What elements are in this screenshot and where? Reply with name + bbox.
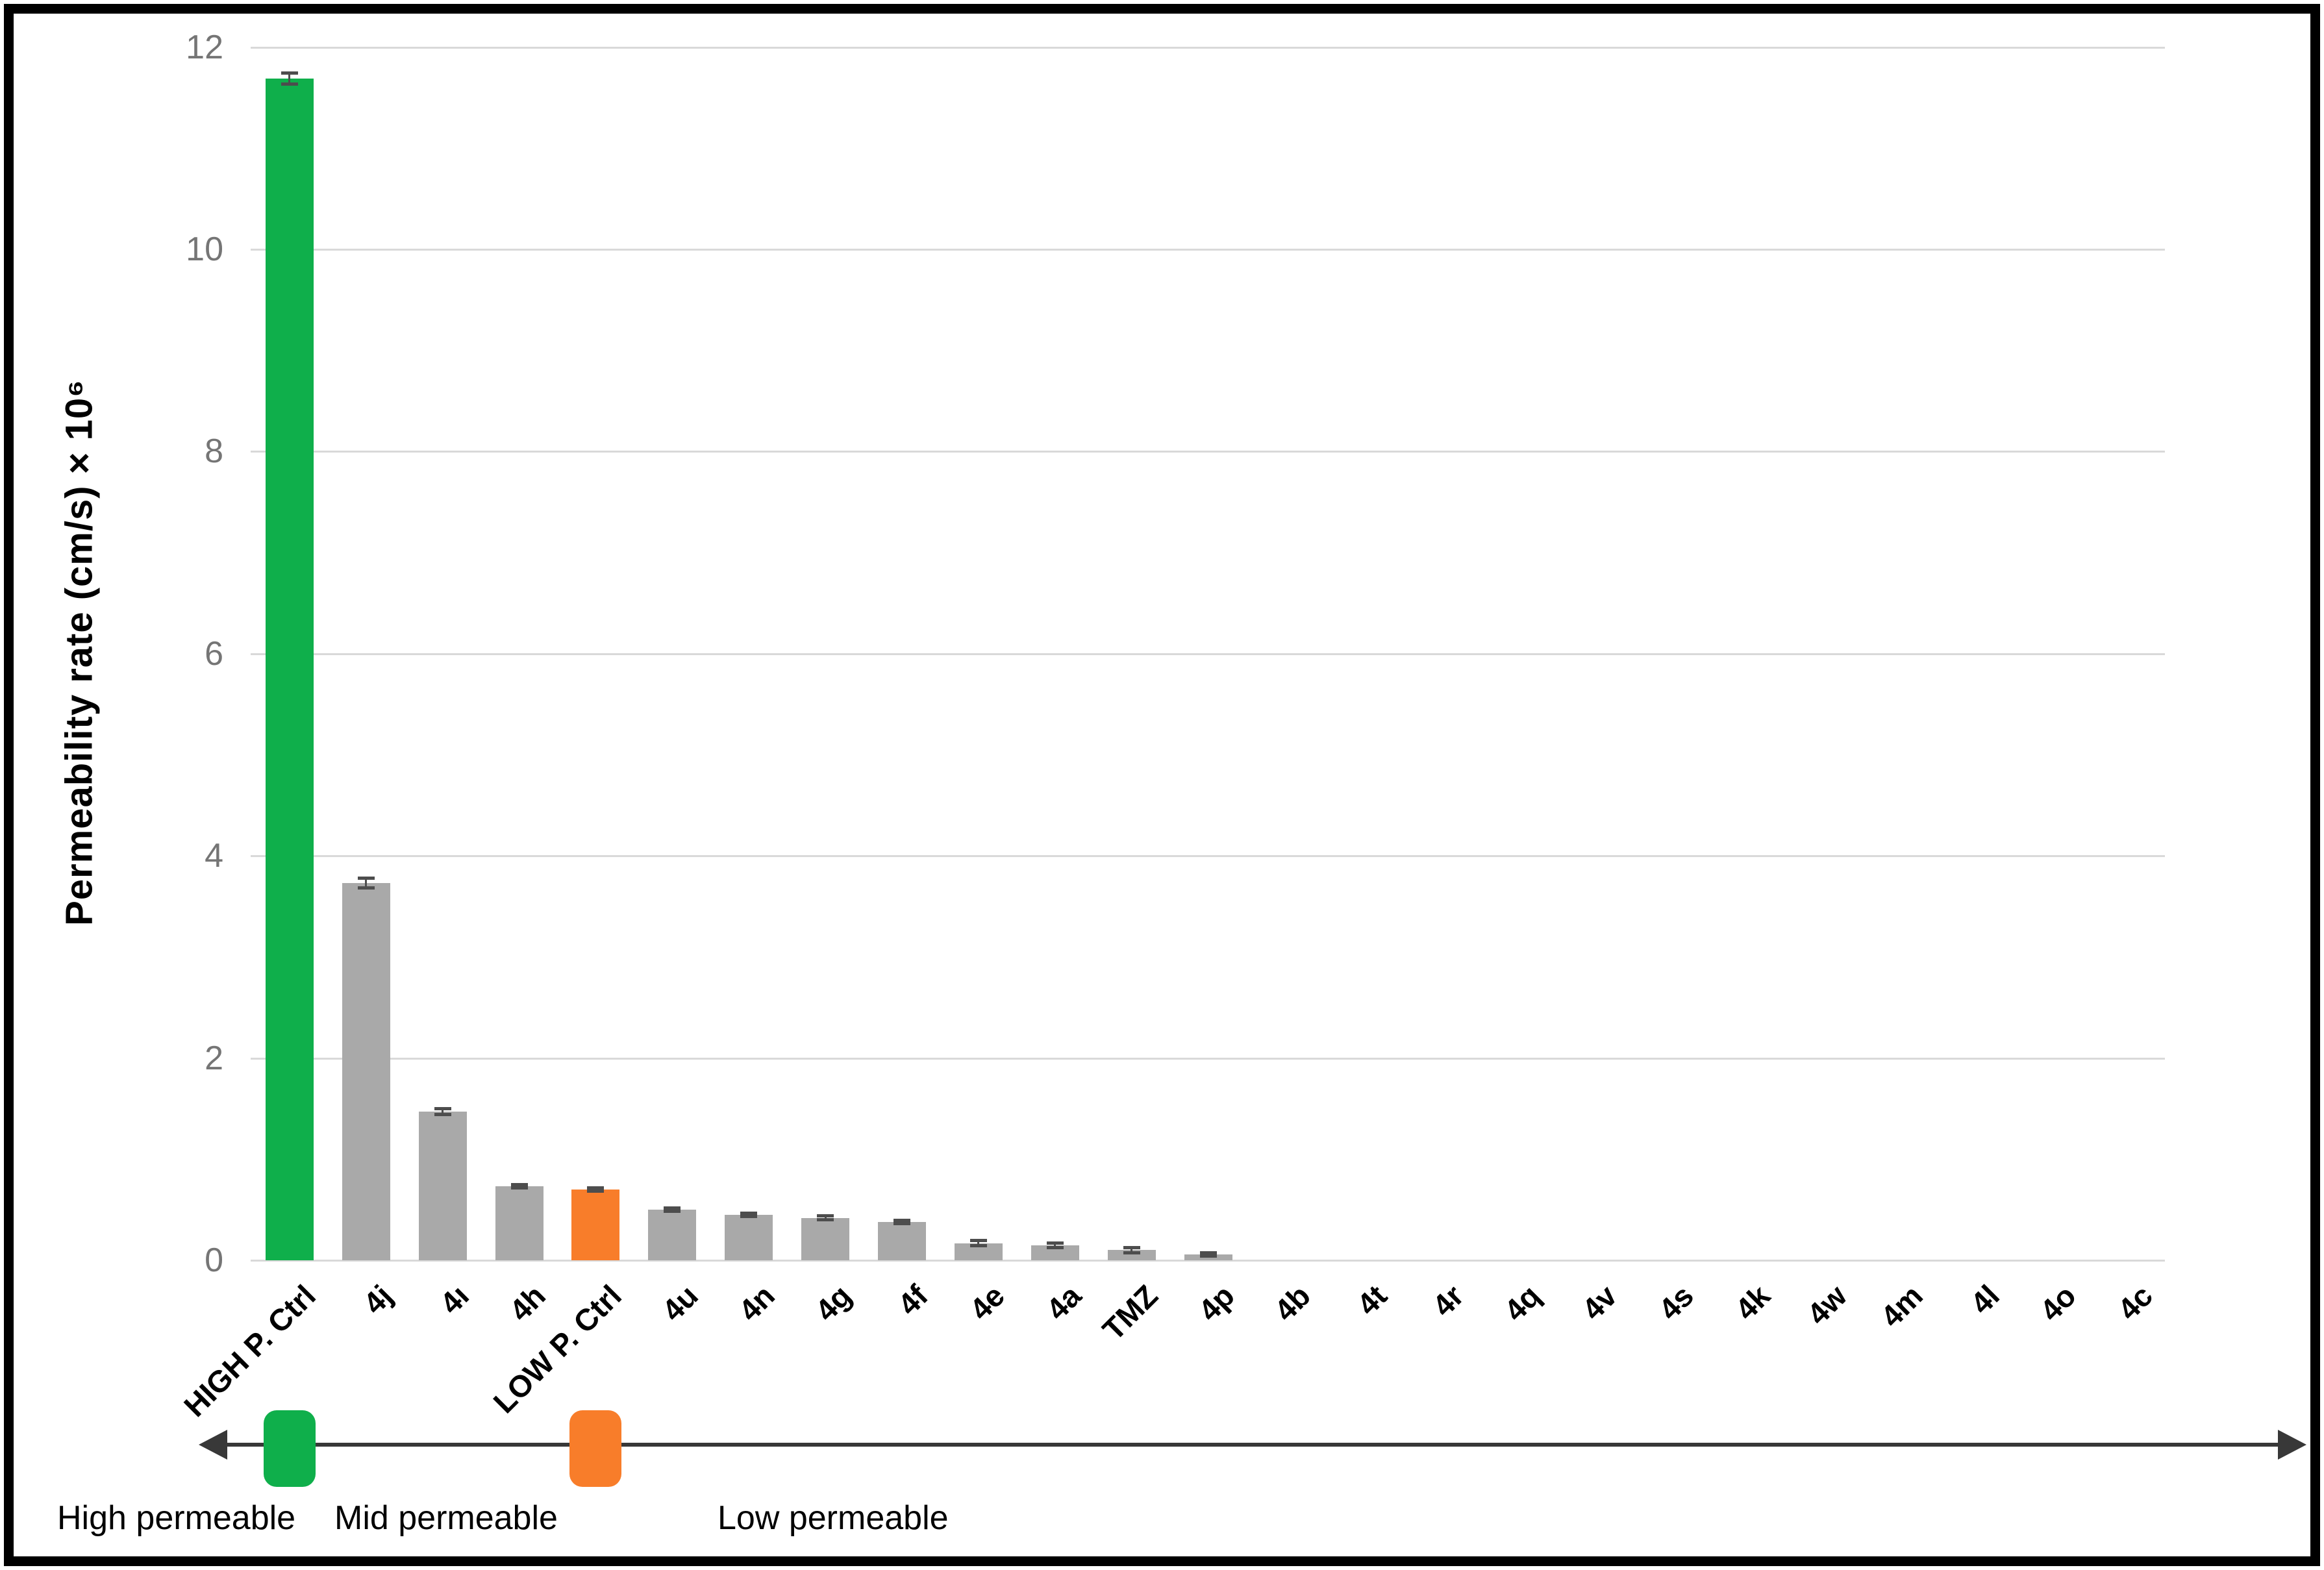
- error-bar-cap-bottom-tmz: [1123, 1251, 1140, 1255]
- error-bar-cap-top-4a: [1046, 1241, 1064, 1245]
- gridline-y-4: [251, 855, 2165, 858]
- error-bar-line-4u: [671, 1208, 673, 1212]
- error-bar-cap-bottom-high-p-ctrl: [281, 82, 298, 86]
- error-bar-cap-top-high-p-ctrl: [281, 71, 298, 75]
- y-tick-label-12: 12: [186, 28, 223, 66]
- gridline-y-0: [251, 1260, 2165, 1262]
- y-tick-label-10: 10: [186, 231, 223, 268]
- error-bar-cap-top-4g: [817, 1214, 834, 1218]
- bar-tmz: [1107, 1250, 1156, 1260]
- low-permeable-marker: [569, 1410, 622, 1487]
- error-bar-line-4p: [1207, 1252, 1209, 1256]
- error-bar-cap-top-4u: [664, 1206, 681, 1210]
- bar-low-p-ctrl: [571, 1190, 620, 1260]
- legend-high-permeable: High permeable: [57, 1499, 296, 1537]
- error-bar-cap-top-4p: [1199, 1251, 1217, 1254]
- error-bar-cap-bottom-4h: [510, 1186, 528, 1190]
- gridline-y-8: [251, 451, 2165, 453]
- bar-4: [418, 1112, 467, 1260]
- bar-4u: [648, 1210, 697, 1260]
- gridline-y-10: [251, 249, 2165, 251]
- bar-4h: [495, 1186, 544, 1260]
- gridline-y-6: [251, 653, 2165, 655]
- error-bar-line-4f: [901, 1219, 903, 1224]
- error-bar-cap-bottom-4n: [740, 1215, 758, 1219]
- error-bar-line-4j: [365, 878, 368, 889]
- gridline-y-12: [251, 46, 2165, 49]
- error-bar-cap-bottom-4: [434, 1112, 451, 1116]
- y-tick-label-2: 2: [205, 1039, 223, 1077]
- error-bar-cap-top-low-p-ctrl: [587, 1186, 605, 1190]
- error-bar-cap-top-4f: [893, 1218, 910, 1222]
- y-tick-label-0: 0: [205, 1241, 223, 1279]
- error-bar-line-4n: [747, 1212, 750, 1217]
- error-bar-cap-bottom-4e: [969, 1244, 987, 1248]
- error-bar-line-4g: [824, 1215, 827, 1220]
- error-bar-cap-top-tmz: [1123, 1245, 1140, 1249]
- error-bar-cap-top-4n: [740, 1211, 758, 1215]
- arrow-left-head-icon: [199, 1430, 227, 1460]
- error-bar-line-4e: [977, 1240, 980, 1247]
- error-bar-cap-bottom-4u: [664, 1210, 681, 1214]
- error-bar-line-tmz: [1131, 1247, 1133, 1254]
- high-permeable-marker: [263, 1410, 316, 1487]
- arrow-right-head-icon: [2278, 1430, 2306, 1460]
- y-tick-label-6: 6: [205, 634, 223, 673]
- error-bar-line-high-p-ctrl: [288, 72, 291, 85]
- permeability-range-arrow-line: [221, 1443, 2283, 1447]
- bar-4a: [1031, 1245, 1079, 1260]
- error-bar-cap-top-4h: [510, 1183, 528, 1187]
- error-bar-line-4: [442, 1108, 444, 1115]
- error-bar-cap-bottom-4j: [357, 886, 375, 890]
- error-bar-cap-bottom-4f: [893, 1221, 910, 1225]
- error-bar-line-4h: [518, 1184, 521, 1189]
- error-bar-cap-bottom-4p: [1199, 1254, 1217, 1258]
- y-tick-label-4: 4: [205, 837, 223, 875]
- y-axis-title: Permeability rate (cm/s) × 10⁶: [58, 379, 101, 926]
- gridline-y-2: [251, 1057, 2165, 1060]
- error-bar-line-4a: [1054, 1242, 1056, 1248]
- legend-mid-permeable: Mid permeable: [334, 1499, 558, 1537]
- bar-4j: [342, 883, 390, 1260]
- bar-high-p-ctrl: [265, 78, 314, 1260]
- legend-low-permeable: Low permeable: [718, 1499, 949, 1537]
- bar-4f: [877, 1221, 926, 1260]
- error-bar-cap-bottom-4g: [817, 1217, 834, 1221]
- error-bar-cap-top-4e: [969, 1238, 987, 1242]
- error-bar-cap-top-4j: [357, 877, 375, 880]
- error-bar-line-low-p-ctrl: [594, 1187, 597, 1192]
- error-bar-cap-bottom-low-p-ctrl: [587, 1190, 605, 1193]
- y-tick-label-8: 8: [205, 432, 223, 471]
- error-bar-cap-bottom-4a: [1046, 1245, 1064, 1249]
- error-bar-cap-top-4: [434, 1107, 451, 1111]
- bar-4n: [725, 1214, 773, 1260]
- bar-4g: [801, 1217, 850, 1260]
